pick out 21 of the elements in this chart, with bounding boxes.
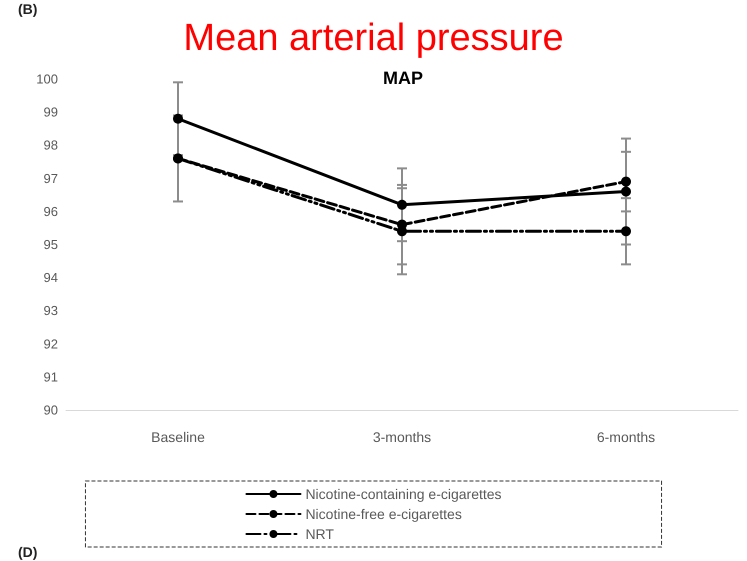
y-tick-label: 100 — [36, 72, 58, 86]
legend-label: Nicotine-free e-cigarettes — [305, 506, 462, 522]
y-tick-label: 91 — [44, 369, 58, 384]
y-tick-label: 99 — [44, 104, 58, 120]
y-tick-label: 97 — [44, 170, 58, 186]
y-tick-label: 90 — [44, 402, 58, 418]
y-tick-label: 94 — [44, 270, 58, 286]
x-tick-label: Baseline — [151, 429, 206, 445]
text: (D) — [18, 544, 38, 560]
y-tick-label: 95 — [44, 237, 58, 252]
text: (B) — [18, 1, 38, 17]
y-tick-label: 96 — [44, 204, 58, 219]
x-tick-label: 3-months — [372, 429, 432, 445]
y-tick-label: 92 — [44, 336, 58, 352]
legend-label: NRT — [305, 526, 334, 542]
chart-title: Mean arterial pressure — [183, 17, 564, 59]
chart-subtitle: MAP — [383, 68, 423, 88]
legend-label: Nicotine-containing e-cigarettes — [305, 486, 502, 502]
y-tick-label: 98 — [44, 138, 58, 153]
y-tick-label: 93 — [44, 303, 58, 318]
x-tick-label: 6-months — [596, 429, 656, 445]
